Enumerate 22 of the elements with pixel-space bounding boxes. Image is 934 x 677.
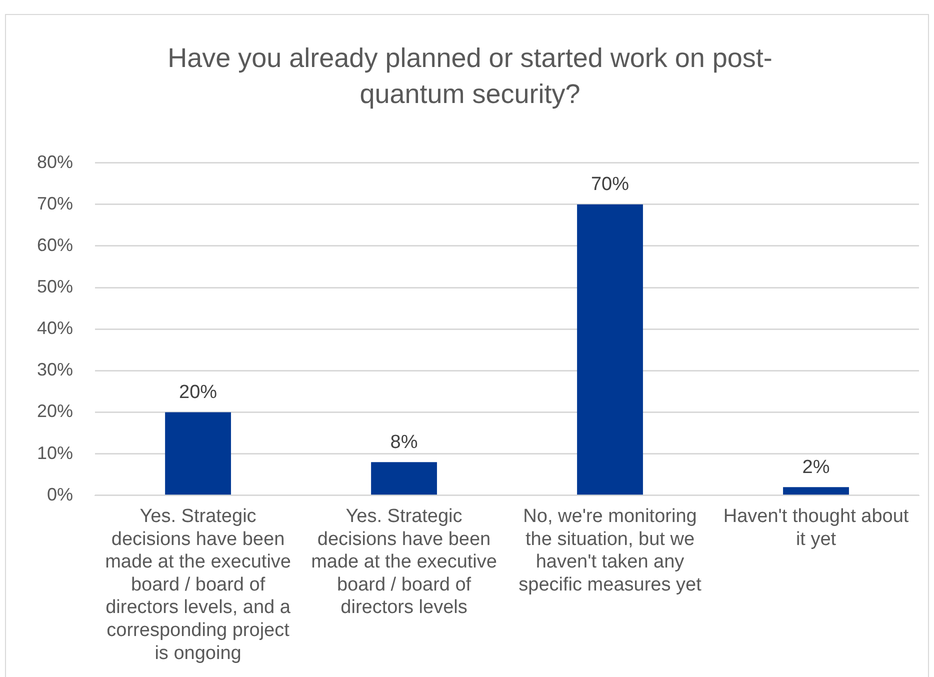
x-tick-label: No, we're monitoring the situation, but we haven't taken any specific measures yet xyxy=(518,506,702,596)
y-tick-label: 70% xyxy=(36,193,74,214)
data-label: 20% xyxy=(179,382,218,403)
bar xyxy=(371,462,437,495)
y-tick-label: 40% xyxy=(36,318,74,338)
data-label: 70% xyxy=(590,174,630,196)
y-tick-label: 60% xyxy=(36,234,74,255)
y-tick-label: 50% xyxy=(36,276,74,296)
y-tick-label: 10% xyxy=(36,442,74,463)
y-tick-label: 30% xyxy=(36,360,74,380)
bar xyxy=(165,412,231,495)
bar xyxy=(783,487,849,495)
data-label: 8% xyxy=(390,432,418,453)
y-tick-label: 20% xyxy=(36,401,74,422)
bar xyxy=(577,204,643,495)
data-label: 2% xyxy=(802,456,830,478)
y-tick-label: 0% xyxy=(47,484,74,504)
y-tick-label: 80% xyxy=(36,152,74,172)
x-tick-label: Yes. Strategic decisions have been made at the executive board / board of directors levels, and a corresponding project is ongoing xyxy=(105,506,291,664)
chart-title: Have you already planned or started work on post-quantum security? xyxy=(166,42,774,111)
x-tick-label: Haven't thought about it yet xyxy=(723,506,910,550)
x-tick-label: Yes. Strategic decisions have been made at the executive board / board of directors levels xyxy=(311,506,497,618)
